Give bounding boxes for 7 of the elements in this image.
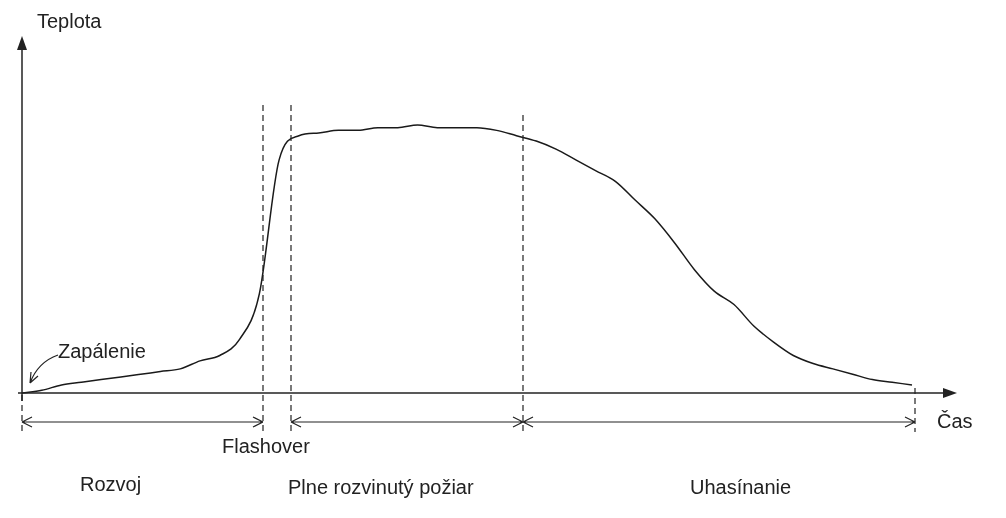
y-axis-title: Teplota <box>37 9 103 32</box>
text: Flashover <box>222 434 311 457</box>
text: Uhasínanie <box>690 475 792 498</box>
text: Plne rozvinutý požiar <box>288 475 474 498</box>
annotation: Zapálenie <box>58 339 146 362</box>
x-axis-title: Čas <box>937 409 973 432</box>
text: Rozvoj <box>80 472 142 495</box>
